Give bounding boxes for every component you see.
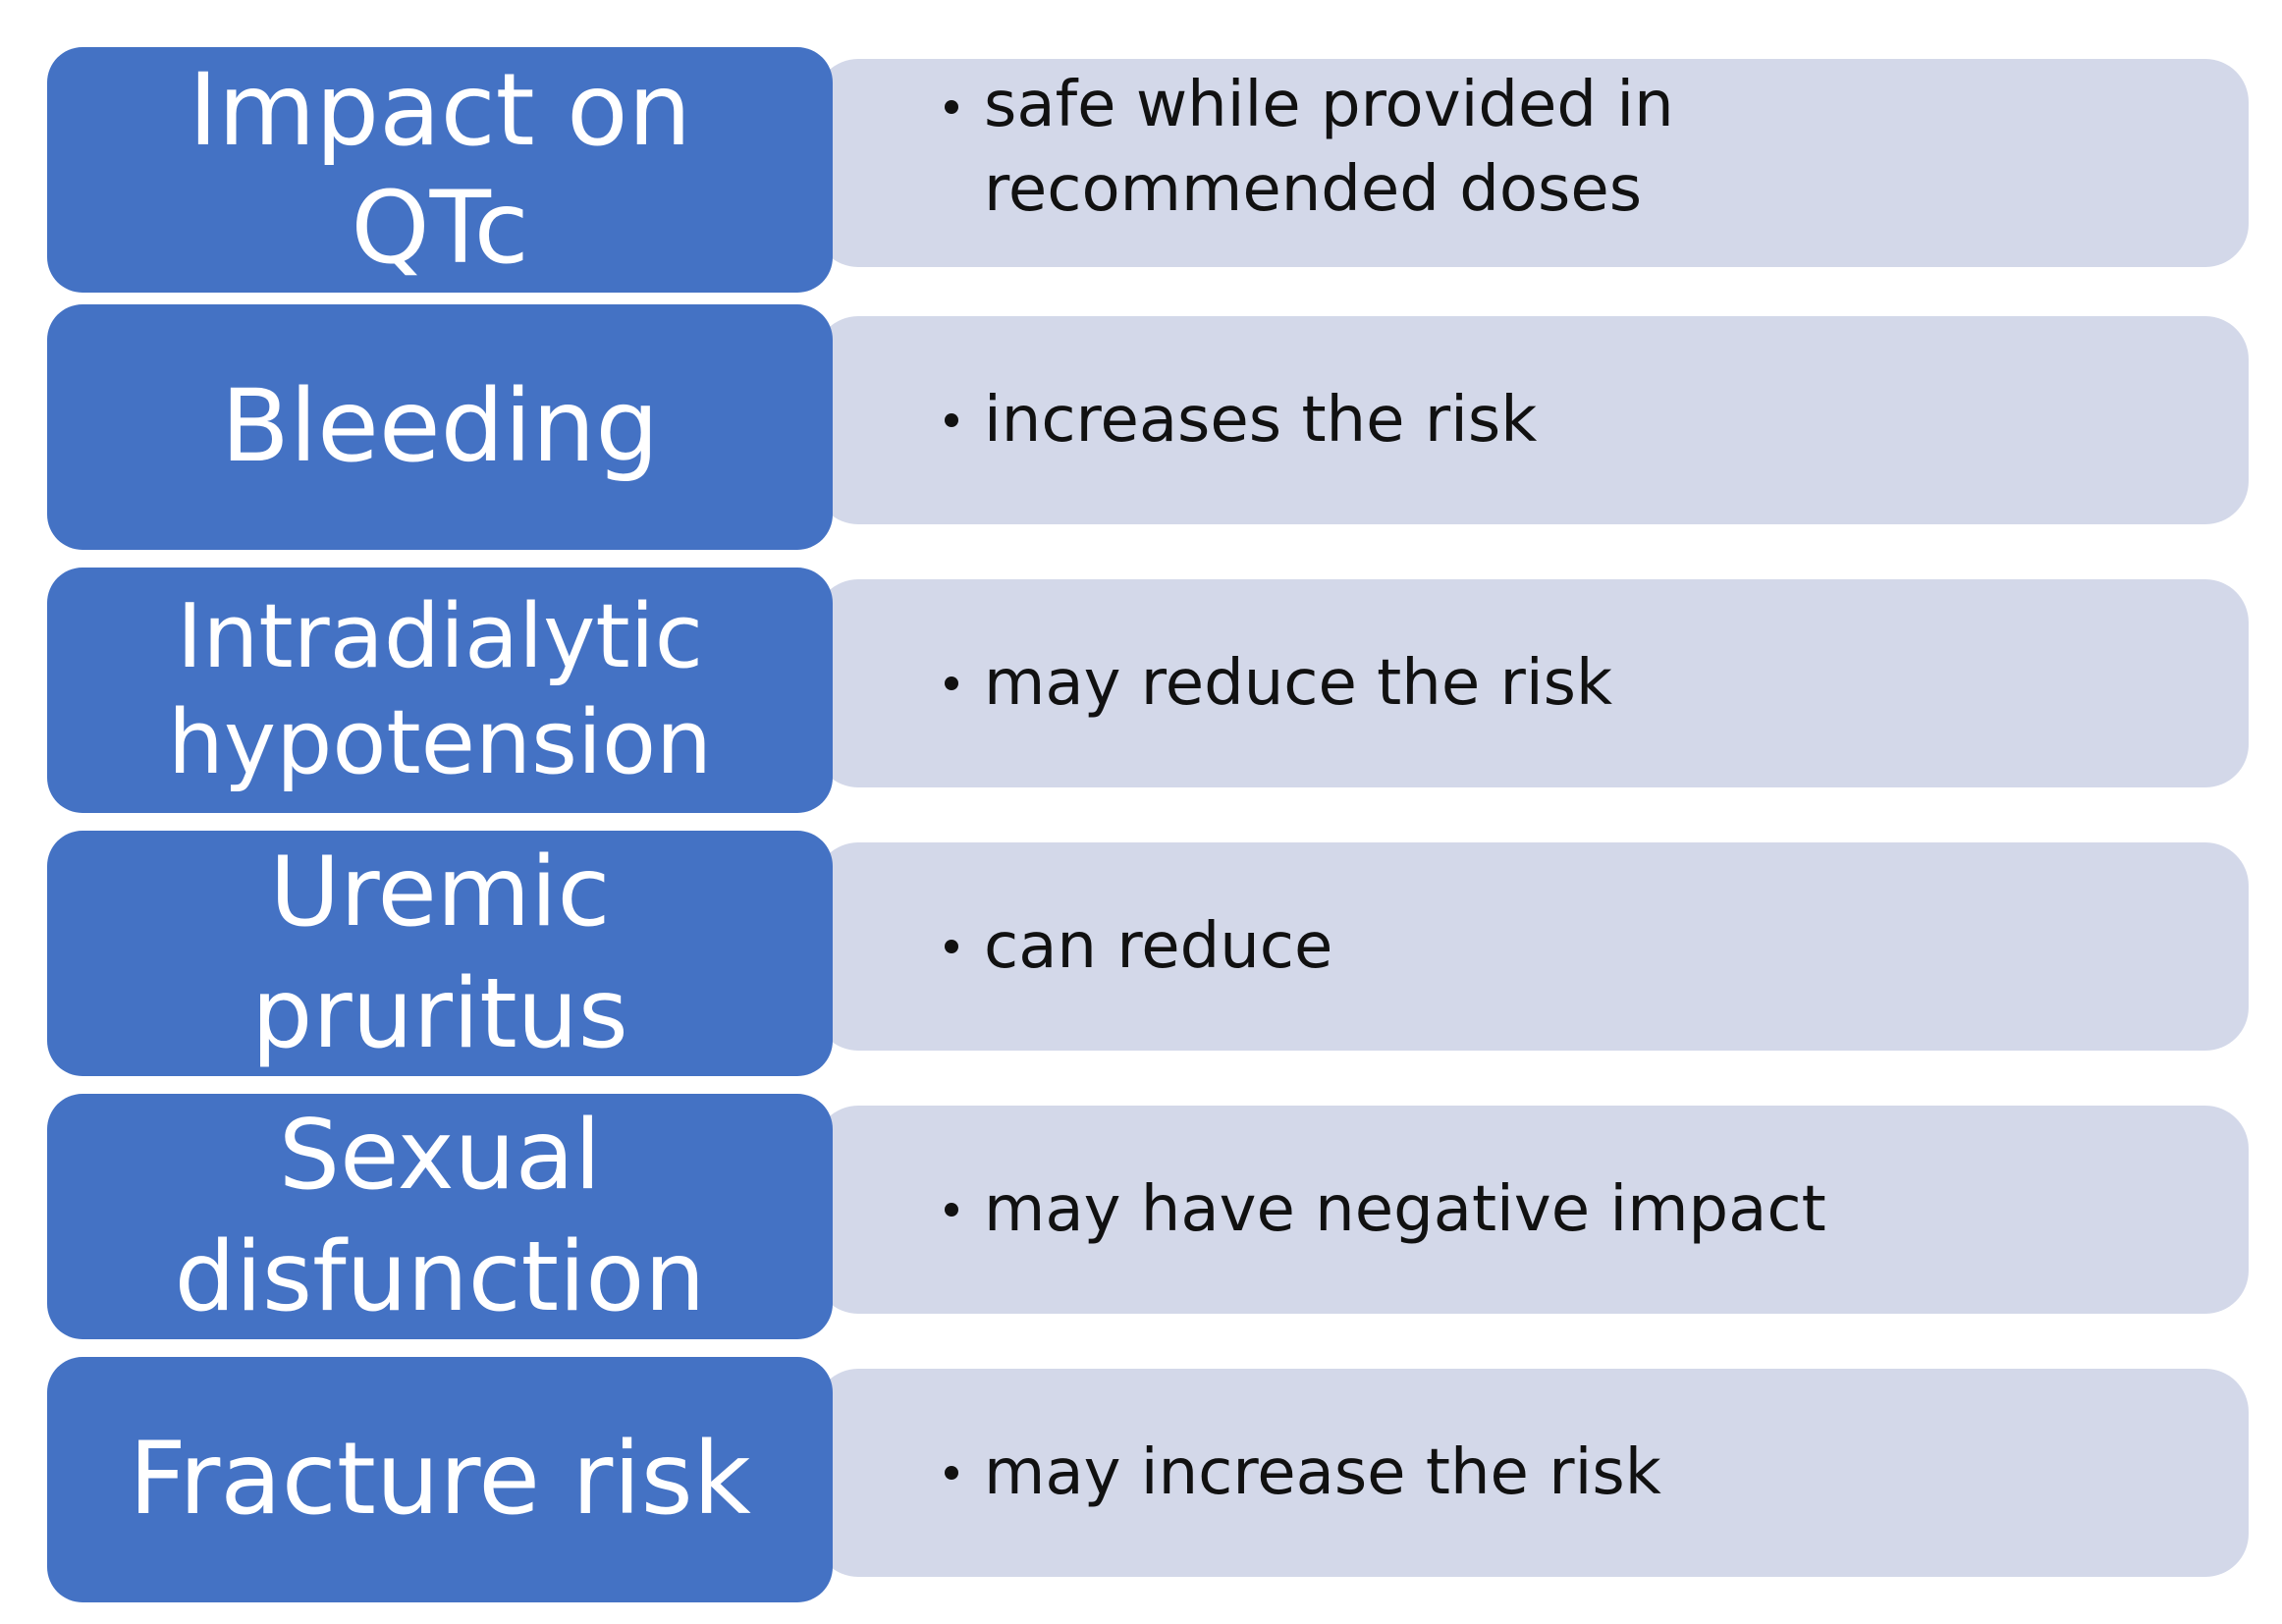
bullet-icon [945, 413, 958, 427]
detail-text: increases the risk [984, 384, 1538, 457]
row-sexual-disfunction: may have negative impact Sexual disfunct… [0, 1094, 2282, 1339]
row-intradialytic-hypotension: may reduce the risk Intradialytic hypote… [0, 568, 2282, 813]
label-text: Intradialytic hypotension [167, 585, 713, 794]
bullet-icon [945, 1203, 958, 1217]
detail-text: can reduce [984, 910, 1333, 983]
label-text: Bleeding [220, 368, 660, 485]
detail-box: increases the risk [815, 316, 2249, 524]
label-box: Fracture risk [47, 1357, 833, 1602]
detail-text: safe while provided in recommended doses [984, 69, 1674, 226]
label-box: Bleeding [47, 304, 833, 550]
row-impact-on-qtc: safe while provided in recommended doses… [0, 47, 2282, 293]
bullet-item: increases the risk [943, 316, 2219, 524]
bullet-item: may reduce the risk [943, 579, 2219, 787]
bullet-item: may have negative impact [943, 1106, 2219, 1314]
label-box: Impact on QTc [47, 47, 833, 293]
bullet-icon [945, 1466, 958, 1480]
label-box: Intradialytic hypotension [47, 568, 833, 813]
detail-text: may reduce the risk [984, 647, 1613, 720]
detail-box: may have negative impact [815, 1106, 2249, 1314]
bullet-item: safe while provided in recommended doses [943, 59, 2219, 267]
label-text: Impact on QTc [188, 52, 692, 287]
detail-box: may increase the risk [815, 1369, 2249, 1577]
label-text: Sexual disfunction [174, 1100, 706, 1333]
label-box: Sexual disfunction [47, 1094, 833, 1339]
label-box: Uremic pruritus [47, 831, 833, 1076]
bullet-icon [945, 677, 958, 690]
bullet-icon [945, 940, 958, 953]
row-uremic-pruritus: can reduce Uremic pruritus [0, 831, 2282, 1076]
row-bleeding: increases the risk Bleeding [0, 304, 2282, 550]
label-text: Uremic pruritus [251, 837, 628, 1070]
bullet-item: can reduce [943, 842, 2219, 1051]
bullet-item: may increase the risk [943, 1369, 2219, 1577]
bullet-icon [945, 100, 958, 114]
detail-box: can reduce [815, 842, 2249, 1051]
detail-text: may have negative impact [984, 1173, 1826, 1246]
row-fracture-risk: may increase the risk Fracture risk [0, 1357, 2282, 1602]
detail-box: may reduce the risk [815, 579, 2249, 787]
detail-text: may increase the risk [984, 1436, 1661, 1509]
label-text: Fracture risk [129, 1421, 751, 1538]
detail-box: safe while provided in recommended doses [815, 59, 2249, 267]
